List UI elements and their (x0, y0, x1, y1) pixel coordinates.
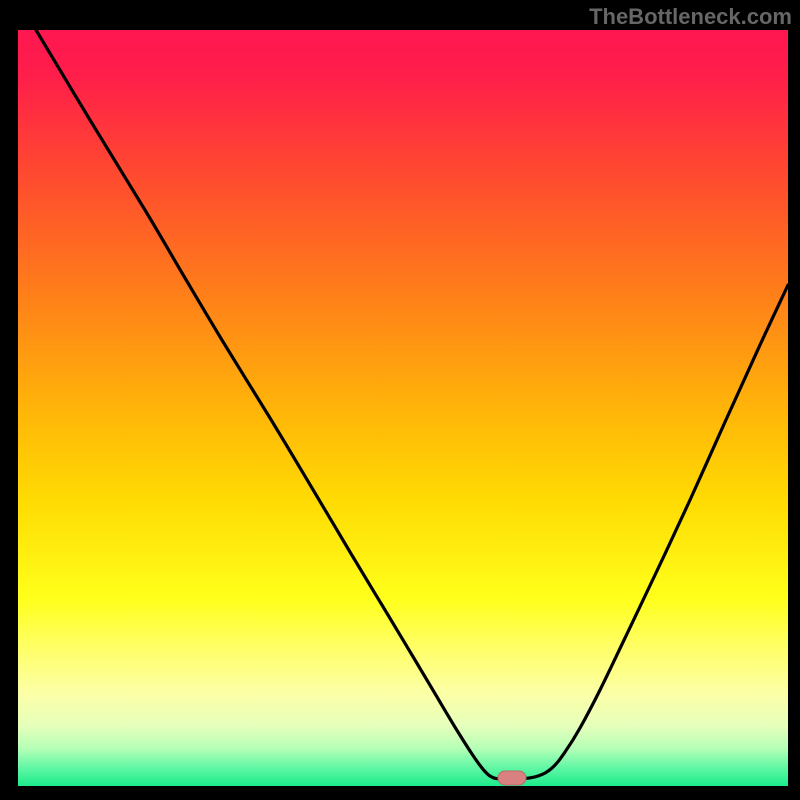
optimal-marker (498, 771, 526, 785)
watermark-text: TheBottleneck.com (589, 4, 792, 30)
bottleneck-chart: TheBottleneck.com (0, 0, 800, 800)
gradient-background (18, 30, 788, 786)
chart-svg (0, 0, 800, 800)
